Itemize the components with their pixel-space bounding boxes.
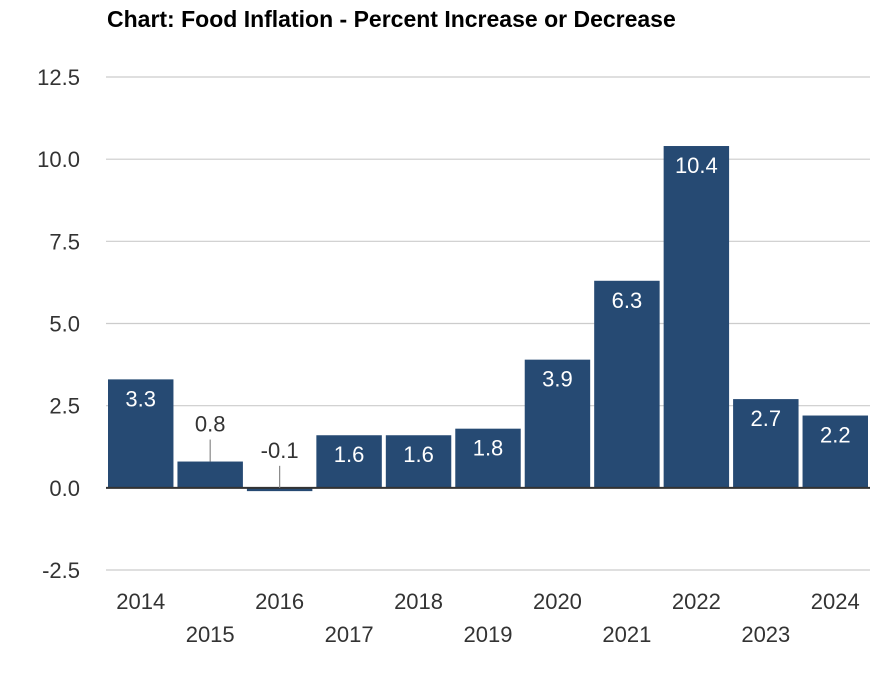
x-tick-label: 2022 xyxy=(672,589,721,614)
y-tick-label: 10.0 xyxy=(37,147,80,172)
bars xyxy=(108,146,868,492)
data-label: 2.7 xyxy=(751,406,782,431)
bar-2016 xyxy=(246,487,313,492)
y-tick-label: 7.5 xyxy=(49,229,80,254)
x-tick-label: 2020 xyxy=(533,589,582,614)
x-tick-label: 2019 xyxy=(464,622,513,647)
x-tick-label: 2015 xyxy=(186,622,235,647)
x-tick-label: 2023 xyxy=(741,622,790,647)
data-label: 3.9 xyxy=(542,367,573,392)
x-axis-ticks: 2014 2015 2016 2017 2018 2019 2020 2021 2022 2023… xyxy=(116,589,859,647)
data-label: 0.8 xyxy=(195,412,226,437)
bar-2014 xyxy=(108,379,174,488)
chart-title: Chart: Food Inflation - Percent Increase… xyxy=(107,6,676,32)
data-label: 3.3 xyxy=(125,386,156,411)
y-axis-ticks: -2.5 0.0 2.5 5.0 7.5 10.0 12.5 xyxy=(37,65,80,583)
y-tick-label: 2.5 xyxy=(49,394,80,419)
data-label: 1.6 xyxy=(334,442,365,467)
x-tick-label: 2014 xyxy=(116,589,165,614)
data-label: -0.1 xyxy=(261,438,299,463)
data-label: 1.8 xyxy=(473,436,504,461)
data-label: 2.2 xyxy=(820,423,851,448)
bar-2020 xyxy=(524,359,591,488)
bar-2015 xyxy=(177,461,243,488)
data-label: 1.6 xyxy=(403,442,434,467)
y-tick-label: -2.5 xyxy=(42,558,80,583)
bar-2019 xyxy=(455,428,521,488)
gridlines xyxy=(106,76,870,571)
data-labels: 3.3 0.8 -0.1 1.6 1.6 1.8 3.9 6.3 10.4 2.7 2.2 xyxy=(125,153,851,488)
y-tick-label: 12.5 xyxy=(37,65,80,90)
y-tick-label: 0.0 xyxy=(49,476,80,501)
x-tick-label: 2021 xyxy=(602,622,651,647)
bar-2021 xyxy=(594,280,660,488)
bar-2022 xyxy=(663,146,730,488)
x-tick-label: 2018 xyxy=(394,589,443,614)
bar-2024 xyxy=(802,415,868,488)
data-label: 10.4 xyxy=(675,153,718,178)
y-tick-label: 5.0 xyxy=(49,312,80,337)
x-tick-label: 2017 xyxy=(325,622,374,647)
x-tick-label: 2024 xyxy=(811,589,860,614)
bar-2023 xyxy=(733,399,799,488)
bar-2018 xyxy=(385,435,452,488)
bar-2017 xyxy=(316,435,382,488)
x-tick-label: 2016 xyxy=(255,589,304,614)
data-label: 6.3 xyxy=(612,288,643,313)
